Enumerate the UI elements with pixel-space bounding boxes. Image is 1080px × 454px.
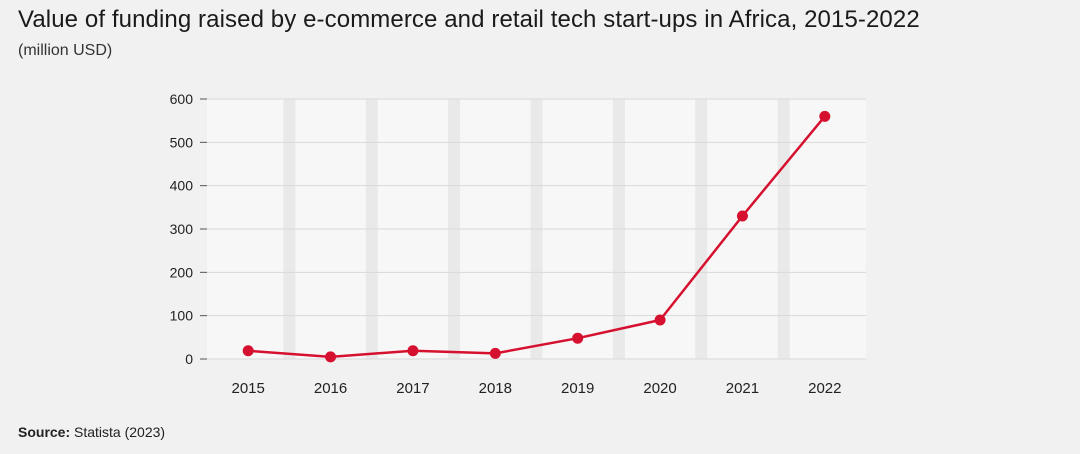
y-axis-ticks: 0 100 200 300 400 500 600 xyxy=(170,91,194,367)
source-note: Source: Statista (2023) xyxy=(18,424,165,440)
chart-subtitle: (million USD) xyxy=(18,42,113,59)
x-tick-label: 2017 xyxy=(396,380,429,397)
series-funding xyxy=(242,110,831,363)
y-tick-label: 400 xyxy=(170,178,194,194)
series-line xyxy=(246,115,827,359)
data-point-2016 xyxy=(325,351,337,363)
x-tick-label: 2020 xyxy=(643,380,676,397)
source-label: Source: xyxy=(18,424,71,440)
x-tick-label: 2022 xyxy=(808,380,841,397)
data-point-2018 xyxy=(489,347,501,359)
gridlines xyxy=(200,98,866,360)
y-tick-label: 300 xyxy=(170,221,194,237)
data-point-2022 xyxy=(819,110,831,122)
x-tick-label: 2021 xyxy=(726,380,759,397)
x-tick-label: 2019 xyxy=(561,380,594,397)
y-tick-label: 100 xyxy=(170,308,194,324)
data-point-2021 xyxy=(736,210,748,222)
data-point-2020 xyxy=(654,314,666,326)
data-point-2015 xyxy=(242,345,254,357)
y-tick-label: 0 xyxy=(185,351,193,367)
source-text: Statista (2023) xyxy=(70,424,166,440)
x-tick-label: 2018 xyxy=(479,380,512,397)
data-point-2019 xyxy=(572,332,584,344)
y-tick-label: 500 xyxy=(170,134,194,150)
x-tick-label: 2015 xyxy=(232,380,265,397)
y-tick-label: 600 xyxy=(170,91,194,107)
data-point-2017 xyxy=(407,345,419,357)
chart-title: Value of funding raised by e-commerce an… xyxy=(18,6,920,33)
x-axis-ticks: 2015 2016 2017 2018 2019 2020 2021 2022 xyxy=(232,380,842,397)
x-tick-label: 2016 xyxy=(314,380,347,397)
y-tick-label: 200 xyxy=(170,264,194,280)
